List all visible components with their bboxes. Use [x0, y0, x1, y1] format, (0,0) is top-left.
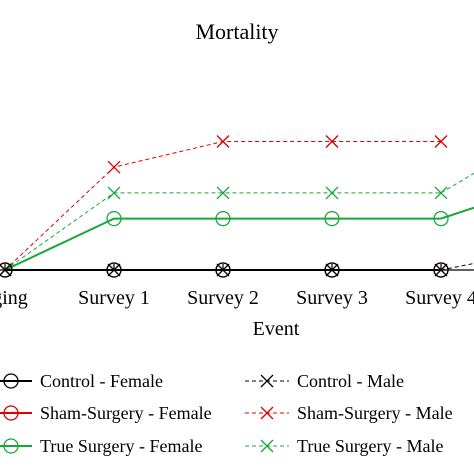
data-point	[216, 135, 230, 148]
data-point	[433, 262, 449, 278]
legend-label: Control - Female	[40, 371, 163, 391]
series-sham-surgery-male	[0, 135, 448, 277]
legend-entry: Control - Male	[245, 371, 404, 391]
legend-entry: Control - Female	[0, 371, 163, 391]
data-point	[106, 262, 122, 278]
data-point	[325, 135, 339, 148]
legend-label: Sham-Surgery - Male	[297, 403, 453, 423]
data-point	[434, 135, 448, 148]
data-point	[106, 210, 122, 227]
legend: Control - Female Control - Male Sham-Surge…	[0, 371, 453, 456]
data-point	[107, 186, 121, 200]
x-tick-label: Survey 1	[78, 287, 150, 309]
series-line-continuation	[440, 206, 474, 220]
data-point	[0, 262, 13, 278]
x-axis-label: Event	[253, 318, 300, 340]
series-control-female	[0, 262, 449, 278]
data-point	[433, 210, 449, 227]
series-line-continuation	[440, 172, 474, 194]
series-true-surgery-female	[0, 210, 449, 278]
legend-entry: True Surgery - Male	[245, 436, 444, 456]
plot-area	[0, 135, 474, 278]
series-line	[4, 192, 441, 271]
x-tick-label: Survey 2	[187, 287, 259, 309]
data-point	[324, 262, 340, 278]
legend-entry: Sham-Surgery - Male	[245, 403, 453, 423]
legend-label: Control - Male	[297, 371, 404, 391]
data-point	[107, 160, 121, 174]
data-point	[325, 186, 339, 200]
data-point	[3, 373, 19, 389]
series-line	[4, 217, 441, 271]
series-line-continuation	[440, 262, 474, 271]
data-point	[3, 405, 19, 421]
data-point	[3, 438, 19, 454]
legend-label: True Surgery - Female	[40, 436, 202, 456]
data-point	[215, 262, 231, 278]
data-point	[260, 439, 274, 453]
data-point	[260, 406, 274, 420]
data-point	[215, 210, 231, 227]
x-tick-label: Survey 4	[405, 287, 474, 309]
chart-title: Mortality	[195, 19, 278, 44]
series-line	[4, 141, 441, 271]
data-point	[260, 374, 274, 388]
legend-entry: True Surgery - Female	[0, 436, 202, 456]
legend-label: True Surgery - Male	[297, 436, 444, 456]
data-point	[216, 186, 230, 200]
x-axis: gging Survey 1 Survey 2 Survey 3 Survey 4	[0, 264, 474, 309]
legend-label: Sham-Surgery - Female	[40, 403, 212, 423]
x-tick-label: Survey 3	[296, 287, 368, 309]
legend-entry: Sham-Surgery - Female	[0, 403, 212, 423]
data-point	[324, 210, 340, 227]
x-tick-label: gging	[0, 287, 28, 309]
